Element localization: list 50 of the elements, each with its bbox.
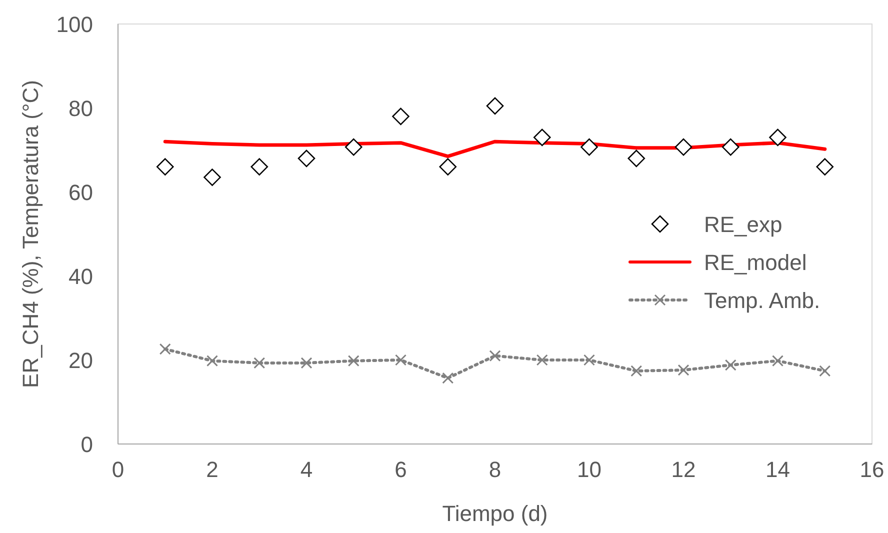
point [254, 357, 266, 369]
point [630, 365, 642, 377]
point [772, 355, 784, 367]
point [486, 97, 504, 115]
point [724, 359, 736, 371]
x-tick-label: 0 [112, 457, 124, 482]
point [584, 354, 595, 366]
x-tick-label: 16 [860, 457, 884, 482]
x-axis-title: Tiempo (d) [442, 501, 548, 526]
legend-label: Temp. Amb. [704, 288, 820, 313]
point [250, 158, 268, 176]
y-tick-label: 40 [68, 264, 93, 289]
point [156, 158, 174, 176]
y-tick-label: 100 [56, 12, 93, 37]
point [439, 158, 457, 176]
point [489, 350, 501, 362]
point [628, 150, 646, 168]
point [536, 354, 548, 366]
point [206, 355, 218, 367]
point [722, 138, 740, 156]
y-tick-label: 0 [80, 432, 93, 457]
x-tick-label: 4 [300, 457, 313, 482]
point [298, 150, 316, 168]
point [580, 138, 598, 156]
point [300, 357, 312, 369]
x-tick-label: 12 [671, 457, 696, 482]
point [769, 128, 786, 146]
point [348, 355, 360, 367]
y-axis-title: ER_CH4 (%), Temperatura (°C) [18, 80, 43, 388]
legend-label: RE_model [704, 250, 807, 275]
point [816, 158, 834, 176]
point [392, 108, 410, 126]
point [533, 128, 551, 146]
legend-label: RE_exp [704, 212, 782, 237]
point [395, 354, 406, 366]
y-tick-label: 60 [68, 180, 93, 205]
y-tick-label: 80 [68, 96, 93, 121]
point [159, 343, 171, 355]
x-tick-label: 14 [766, 457, 790, 482]
point [204, 168, 221, 186]
x-tick-label: 6 [394, 457, 407, 482]
point [442, 372, 454, 384]
x-tick-label: 8 [488, 457, 502, 482]
point [344, 138, 362, 156]
x-tick-label: 10 [577, 457, 602, 482]
point [674, 138, 692, 156]
x-tick-label: 2 [206, 457, 218, 482]
point [678, 364, 690, 376]
y-tick-label: 20 [68, 348, 93, 373]
point [819, 365, 831, 377]
